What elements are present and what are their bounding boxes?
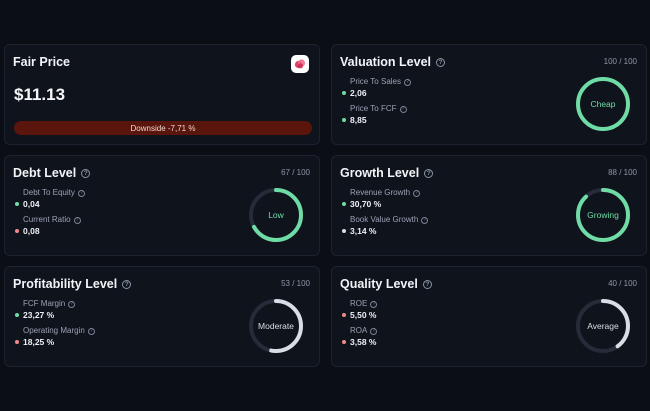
score-gauge: Low [247, 186, 305, 244]
metric-label: ROA [350, 326, 368, 335]
fair-price-title: Fair Price [13, 55, 70, 69]
gauge-fill [249, 188, 303, 242]
metric-item: FCF Margin? 23,27 % [15, 299, 76, 320]
status-dot [342, 340, 346, 344]
metric-item: Price To Sales? 2,06 [342, 77, 411, 98]
card-title: Quality Level? [340, 277, 432, 291]
card-title-text: Valuation Level [340, 55, 432, 69]
score-gauge: Growing [574, 186, 632, 244]
metric-value: 0,04 [23, 199, 40, 209]
gauge-fill [576, 188, 630, 242]
card-title: Profitability Level? [13, 277, 132, 291]
status-dot [342, 313, 346, 317]
card-title-text: Debt Level [13, 166, 77, 180]
gauge-label: Moderate [258, 321, 294, 331]
status-dot [342, 202, 346, 206]
debt-level-card: Debt Level? 67 / 100 Debt To Equity? 0,04 Cu… [4, 155, 320, 256]
metric-value: 5,50 % [350, 310, 377, 320]
status-dot [15, 340, 19, 344]
growth-level-card: Growth Level? 88 / 100 Revenue Growth? 30,7… [331, 155, 647, 256]
metric-item: Current Ratio? 0,08 [15, 215, 81, 236]
help-icon[interactable]: ? [68, 301, 76, 308]
card-title: Debt Level? [13, 166, 91, 180]
help-icon[interactable]: ? [399, 106, 407, 113]
score-gauge: Cheap [574, 75, 632, 133]
help-icon[interactable]: ? [413, 190, 421, 197]
help-icon[interactable]: ? [87, 328, 95, 335]
metric-label: Price To FCF [350, 104, 397, 113]
metric-value: 23,27 % [23, 310, 55, 320]
help-icon[interactable]: ? [424, 168, 434, 178]
score-label: 40 / 100 [608, 279, 637, 288]
fair-price-card: Fair Price $11.13 Downside -7,71 % [4, 44, 320, 145]
metric-item: ROA? 3,58 % [342, 326, 378, 347]
gauge-fill [576, 299, 630, 353]
card-title-text: Quality Level [340, 277, 418, 291]
metric-item: Book Value Growth? 3,14 % [342, 215, 429, 236]
metric-item: ROE? 5,50 % [342, 299, 378, 320]
metric-value: 3,14 % [350, 226, 377, 236]
metric-label: Debt To Equity [23, 188, 75, 197]
metric-label: Price To Sales [350, 77, 401, 86]
card-title-text: Growth Level [340, 166, 420, 180]
gauge-label: Cheap [590, 99, 616, 109]
status-dot [342, 91, 346, 95]
help-icon[interactable]: ? [422, 279, 432, 289]
metric-value: 18,25 % [23, 337, 55, 347]
quality-level-card: Quality Level? 40 / 100 ROE? 5,50 % ROA? 3,58… [331, 266, 647, 367]
valuation-level-card: Valuation Level? 100 / 100 Price To Sales?… [331, 44, 647, 145]
score-label: 53 / 100 [281, 279, 310, 288]
metric-value: 30,70 % [350, 199, 382, 209]
metric-label: Operating Margin [23, 326, 85, 335]
status-dot [342, 229, 346, 233]
metric-label: Revenue Growth [350, 188, 411, 197]
metric-label: ROE [350, 299, 368, 308]
help-icon[interactable]: ? [73, 217, 81, 224]
gauge-label: Low [268, 210, 284, 220]
metric-label: Book Value Growth [350, 215, 419, 224]
card-title: Valuation Level? [340, 55, 446, 69]
help-icon[interactable]: ? [370, 328, 378, 335]
metric-value: 2,06 [350, 88, 367, 98]
app-logo-icon [291, 55, 309, 73]
profitability-level-card: Profitability Level? 53 / 100 FCF Margin? 2… [4, 266, 320, 367]
score-label: 88 / 100 [608, 168, 637, 177]
metric-value: 3,58 % [350, 337, 377, 347]
score-gauge: Average [574, 297, 632, 355]
score-label: 67 / 100 [281, 168, 310, 177]
gauge-label: Average [587, 321, 619, 331]
help-icon[interactable]: ? [77, 190, 85, 197]
metric-label: Current Ratio [23, 215, 71, 224]
metric-item: Operating Margin? 18,25 % [15, 326, 95, 347]
status-dot [15, 313, 19, 317]
help-icon[interactable]: ? [421, 217, 429, 224]
help-icon[interactable]: ? [436, 57, 446, 67]
metric-item: Price To FCF? 8,85 [342, 104, 407, 125]
status-dot [15, 229, 19, 233]
metric-item: Revenue Growth? 30,70 % [342, 188, 421, 209]
metric-value: 0,08 [23, 226, 40, 236]
fair-price-value: $11.13 [14, 85, 66, 104]
metric-value: 8,85 [350, 115, 367, 125]
card-title-text: Profitability Level [13, 277, 118, 291]
gauge-label: Growing [587, 210, 619, 220]
downside-label: Downside -7,71 % [130, 123, 196, 133]
help-icon[interactable]: ? [370, 301, 378, 308]
card-title: Growth Level? [340, 166, 434, 180]
metric-label: FCF Margin [23, 299, 66, 308]
gauge-fill [249, 299, 303, 353]
score-gauge: Moderate [247, 297, 305, 355]
status-dot [15, 202, 19, 206]
gauge-fill [576, 77, 630, 131]
metric-item: Debt To Equity? 0,04 [15, 188, 85, 209]
score-label: 100 / 100 [603, 57, 637, 66]
status-dot [342, 118, 346, 122]
help-icon[interactable]: ? [81, 168, 91, 178]
help-icon[interactable]: ? [404, 79, 411, 86]
help-icon[interactable]: ? [122, 279, 132, 289]
downside-bar: Downside -7,71 % [14, 121, 312, 135]
